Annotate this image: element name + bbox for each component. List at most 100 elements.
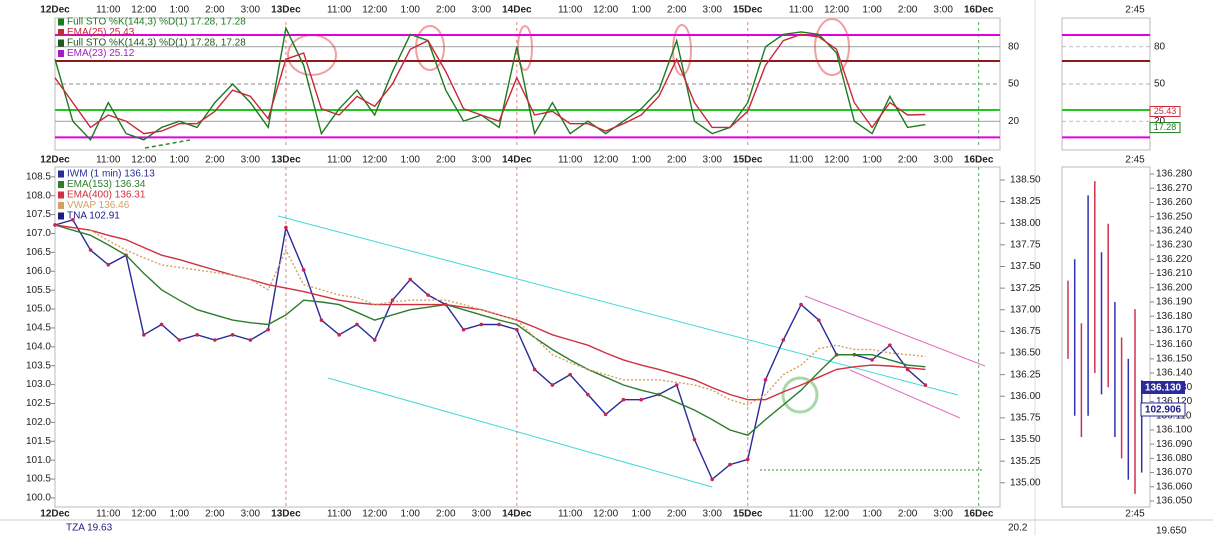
x-tick-label: 11:00 (96, 155, 121, 166)
x-tick-label: 1:00 (401, 155, 421, 166)
price-point (266, 327, 270, 332)
x-tick-label: 14Dec (502, 5, 532, 16)
y2-tick-label: 136.25 (1010, 369, 1041, 380)
legend-label: VWAP 136.46 (67, 200, 130, 211)
strip-tick: 20.2 (1008, 523, 1028, 534)
x-tick-label: 14Dec (502, 509, 532, 520)
y-tick-label: 136.080 (1156, 453, 1193, 464)
y-tick-label: 101.5 (26, 436, 51, 447)
price-point (870, 358, 874, 362)
x-tick-label: 2:00 (898, 509, 918, 520)
x-tick-label: 12:00 (131, 509, 156, 520)
y-tick-label: 106.0 (26, 266, 51, 277)
price-point (497, 322, 501, 327)
x-tick-label: 12:00 (593, 155, 618, 166)
legend-swatch (58, 202, 64, 209)
series-line (54, 224, 926, 401)
price-label-box (1141, 381, 1185, 394)
strip-tick: 19.650 (1156, 526, 1187, 535)
price-point (515, 327, 519, 332)
x-tick-label: 12:00 (824, 155, 849, 166)
time-label: 2:45 (1125, 509, 1145, 520)
x-tick-label: 11:00 (327, 155, 352, 166)
channel-line (327, 377, 713, 488)
y-tick-label: 136.210 (1156, 268, 1193, 279)
y-tick-label: 50 (1154, 79, 1166, 90)
y-tick-label: 80 (1008, 41, 1020, 52)
x-tick-label: 12:00 (362, 5, 387, 16)
x-tick-label: 12:00 (131, 155, 156, 166)
x-tick-label: 11:00 (558, 155, 583, 166)
price-point (372, 338, 377, 342)
y2-tick-label: 136.50 (1010, 348, 1041, 359)
price-point (230, 333, 235, 337)
x-tick-label: 2:00 (667, 509, 687, 520)
price-point (799, 302, 803, 307)
price-point (728, 462, 732, 467)
y-tick-label: 108.0 (26, 190, 51, 201)
x-tick-label: 2:00 (898, 155, 918, 166)
y-tick-label: 100.5 (26, 474, 51, 485)
price-point (639, 397, 643, 402)
y2-tick-label: 137.75 (1010, 240, 1041, 251)
y-tick-label: 104.0 (26, 341, 51, 352)
price-point (195, 333, 199, 337)
price-point (745, 457, 750, 462)
x-tick-label: 15Dec (733, 5, 763, 16)
y-tick-label: 136.190 (1156, 297, 1193, 308)
x-tick-label: 1:00 (631, 509, 651, 520)
x-tick-label: 11:00 (789, 509, 814, 520)
legend-swatch (58, 181, 64, 188)
x-tick-label: 11:00 (96, 509, 121, 520)
price-point (586, 392, 590, 397)
x-tick-label: 12:00 (362, 155, 387, 166)
x-tick-label: 12:00 (824, 5, 849, 16)
price-point (408, 277, 413, 282)
x-tick-label: 3:00 (472, 155, 492, 166)
x-tick-label: 11:00 (558, 509, 583, 520)
price-point (106, 262, 111, 267)
x-tick-label: 2:00 (667, 155, 687, 166)
y-tick-label: 136.120 (1156, 396, 1193, 407)
x-tick-label: 1:00 (862, 509, 882, 520)
y-tick-label: 136.220 (1156, 254, 1193, 265)
y-tick-label: 136.260 (1156, 197, 1193, 208)
y-tick-label: 136.250 (1156, 211, 1193, 222)
y-tick-label: 107.5 (26, 209, 51, 220)
legend-label: Full STO %K(144,3) %D(1) 17.28, 17.28 (67, 17, 246, 28)
x-tick-label: 3:00 (933, 509, 953, 520)
y-tick-label: 136.170 (1156, 325, 1193, 336)
x-tick-label: 3:00 (472, 5, 492, 16)
x-tick-label: 13Dec (271, 155, 301, 166)
y2-tick-label: 138.50 (1010, 175, 1041, 186)
price-point (550, 383, 555, 387)
price-point (88, 248, 93, 252)
price-label: 136.130 (1145, 383, 1182, 394)
y-tick-label: 136.200 (1156, 282, 1193, 293)
strip-legend: TZA 19.63 (66, 523, 113, 534)
y-tick-label: 136.270 (1156, 183, 1193, 194)
x-tick-label: 2:00 (205, 5, 225, 16)
y-tick-label: 136.090 (1156, 439, 1193, 450)
y-tick-label: 80 (1154, 41, 1166, 52)
channel-line (804, 295, 986, 367)
y2-tick-label: 138.25 (1010, 196, 1041, 207)
legend-label: EMA(400) 136.31 (67, 190, 146, 201)
y-tick-label: 108.5 (26, 171, 51, 182)
value-label-box (1149, 105, 1181, 117)
x-tick-label: 12:00 (362, 509, 387, 520)
price-point (674, 383, 679, 387)
y-tick-label: 20 (1154, 116, 1166, 127)
price-point (319, 318, 324, 322)
legend-label: EMA(23) 25.12 (67, 48, 135, 59)
x-tick-label: 2:00 (436, 5, 456, 16)
y-tick-label: 136.100 (1156, 425, 1193, 436)
y-tick-label: 107.0 (26, 228, 51, 239)
channel-line (849, 369, 961, 419)
price-point (905, 367, 910, 372)
tna-label-box (1140, 402, 1186, 417)
legend-swatch (58, 50, 64, 57)
price-point (479, 322, 484, 327)
x-tick-label: 2:00 (436, 509, 456, 520)
